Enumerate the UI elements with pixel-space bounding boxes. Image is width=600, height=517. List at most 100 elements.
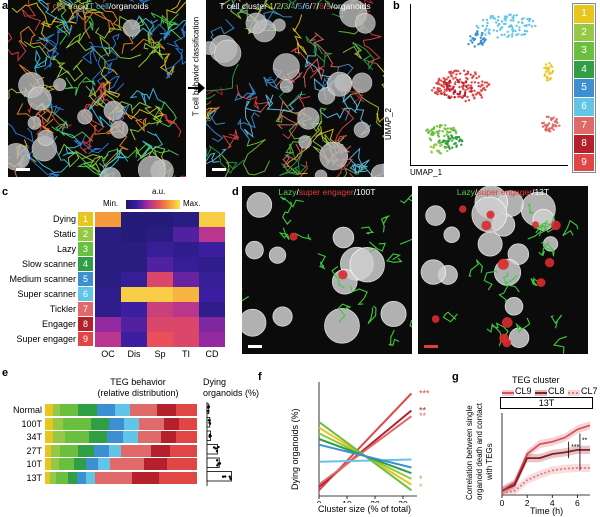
track-path	[242, 138, 271, 176]
legend-swatch	[502, 390, 514, 396]
track-path	[171, 0, 181, 11]
umap-point	[541, 121, 545, 125]
x-tick-label: 10	[342, 499, 352, 503]
x-tick-label: 2	[525, 498, 530, 508]
teg-segment	[52, 417, 64, 430]
umap-point	[479, 89, 483, 92]
title-segment: /organoids	[108, 1, 149, 11]
colorbar-min: Min.	[103, 199, 119, 208]
umap-point	[465, 80, 468, 83]
track-path	[115, 103, 131, 130]
umap-point	[544, 63, 548, 66]
super-engager	[289, 232, 298, 241]
data-point	[229, 477, 232, 480]
legend-label: CL8	[548, 386, 565, 396]
heatmap-row-label: Dying	[52, 214, 76, 224]
track-path	[34, 49, 48, 77]
umap-point	[546, 123, 550, 127]
track-path	[319, 97, 362, 120]
track-path	[120, 104, 164, 124]
track-path	[159, 49, 175, 77]
umap-point	[455, 137, 458, 141]
umap-point	[510, 24, 513, 27]
umap-point	[443, 80, 446, 84]
heatmap-cell	[121, 302, 147, 317]
teg-segment	[169, 444, 198, 457]
heatmap-cell	[173, 332, 199, 347]
dying-bar	[206, 403, 210, 414]
panel-label-b: b	[393, 0, 400, 12]
teg-segment	[45, 444, 52, 457]
umap-plot	[410, 4, 568, 166]
track-path	[343, 167, 366, 177]
data-point	[223, 475, 227, 478]
heatmap-row-label: Tickler	[49, 304, 76, 314]
umap-point	[492, 29, 495, 32]
umap-point	[461, 96, 464, 99]
umap-point	[477, 75, 481, 78]
heatmap-cell	[173, 287, 199, 302]
teg-segment	[89, 431, 108, 443]
lazy-track	[282, 201, 293, 225]
umap-point	[448, 96, 452, 100]
panel-g-xlabel: Time (h)	[530, 506, 564, 516]
teg-segment	[121, 444, 152, 457]
track-path	[222, 129, 240, 150]
track-path	[79, 5, 116, 34]
umap-point	[437, 90, 440, 93]
track-path	[74, 7, 95, 39]
umap-point	[484, 88, 487, 92]
cluster-legend-item: 4	[574, 60, 594, 79]
organoid	[425, 205, 446, 226]
umap-point	[462, 87, 465, 91]
umap-point	[550, 117, 553, 120]
umap-point	[465, 72, 468, 76]
umap-point	[436, 88, 439, 91]
title-segment: T cell cluster	[219, 1, 270, 11]
umap-point	[438, 87, 441, 90]
track-path	[56, 59, 84, 82]
teg-segment	[131, 471, 160, 484]
umap-point	[550, 71, 554, 75]
organoid	[77, 109, 93, 125]
heatmap-row-label: Super engager	[16, 334, 76, 344]
umap-point	[445, 93, 448, 97]
track-path	[349, 159, 370, 175]
teg-segment	[178, 417, 198, 430]
umap-point	[547, 69, 550, 73]
panel-g-ylabel-3: with TEGs	[485, 443, 494, 480]
umap-point	[469, 35, 472, 38]
umap-point	[545, 66, 548, 69]
t-cell-cluster-image	[206, 0, 384, 177]
panel-g-line-chart: ***** 0 2 4 6	[500, 413, 591, 508]
lazy-track	[442, 311, 458, 323]
teg-segment	[45, 471, 50, 484]
umap-point	[447, 139, 451, 143]
umap-point	[550, 65, 554, 69]
organoid	[246, 192, 273, 218]
super-engager	[532, 221, 539, 229]
heatmap-cell	[121, 332, 147, 347]
umap-point	[523, 33, 527, 36]
organoid	[110, 120, 129, 139]
track-path	[160, 13, 179, 30]
track-path	[299, 161, 308, 177]
umap-point	[480, 33, 483, 37]
lazy-track	[515, 317, 531, 334]
heatmap-cell	[173, 242, 199, 257]
umap-point	[448, 84, 451, 88]
track-path	[206, 87, 224, 96]
lazy-track	[349, 285, 368, 305]
heatmap-cell	[199, 302, 225, 317]
lazy-track	[530, 277, 542, 287]
umap-point	[466, 70, 470, 73]
track-path	[82, 9, 104, 35]
umap-point	[459, 95, 462, 98]
umap-point	[458, 85, 461, 89]
teg-segment	[95, 471, 133, 484]
data-point	[207, 405, 210, 409]
lazy-track	[562, 219, 579, 237]
teg-segment	[151, 444, 171, 457]
umap-point	[506, 35, 509, 38]
umap-point	[442, 85, 445, 88]
